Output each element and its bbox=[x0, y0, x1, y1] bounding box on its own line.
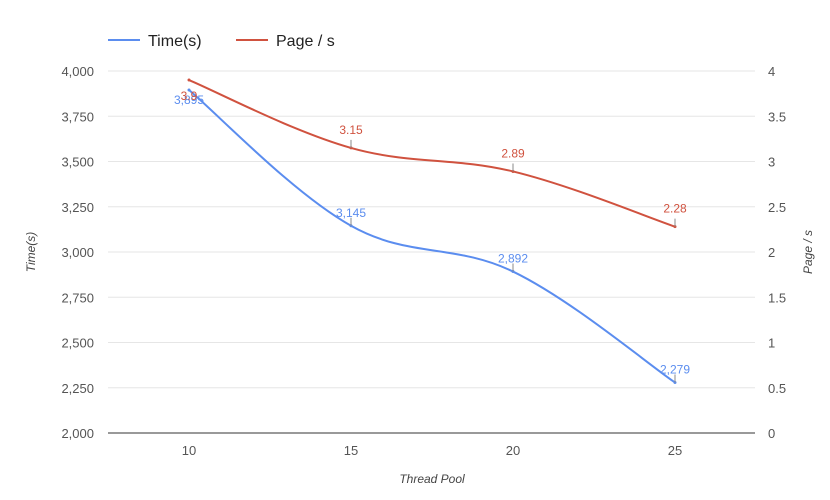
y-axis-right-title: Page / s bbox=[801, 230, 815, 274]
series-line-page-per-s bbox=[188, 79, 676, 228]
y-axis-right: 0 0.5 1 1.5 2 2.5 3 3.5 4 bbox=[768, 64, 786, 441]
y-left-tick-label: 2,250 bbox=[61, 381, 94, 396]
y-left-tick-label: 3,750 bbox=[61, 109, 94, 124]
y-right-tick-label: 1.5 bbox=[768, 290, 786, 305]
y-left-tick-label: 2,500 bbox=[61, 336, 94, 351]
data-label-page-per-s: 3.9 bbox=[181, 89, 198, 103]
data-label-time: 3,895 bbox=[174, 93, 204, 107]
y-left-tick-label: 2,000 bbox=[61, 426, 94, 441]
x-tick-label: 15 bbox=[344, 443, 358, 458]
y-right-tick-label: 2.5 bbox=[768, 200, 786, 215]
x-tick-label: 25 bbox=[668, 443, 682, 458]
data-label-time: 3,145 bbox=[336, 206, 366, 220]
x-axis-title: Thread Pool bbox=[399, 472, 465, 486]
y-right-tick-label: 0 bbox=[768, 426, 775, 441]
y-left-tick-label: 3,500 bbox=[61, 155, 94, 170]
data-labels: 3,895 3,145 2,892 2,279 3.9 3.15 2.89 2.28 bbox=[174, 89, 690, 383]
data-point-page-per-s bbox=[187, 78, 191, 82]
grid-lines bbox=[108, 70, 755, 389]
data-label-time: 2,279 bbox=[660, 363, 690, 377]
x-tick-label: 20 bbox=[506, 443, 520, 458]
legend-label-time: Time(s) bbox=[148, 33, 202, 50]
y-left-tick-label: 3,000 bbox=[61, 245, 94, 260]
data-label-time: 2,892 bbox=[498, 252, 528, 266]
y-right-tick-label: 3.5 bbox=[768, 109, 786, 124]
y-right-tick-label: 0.5 bbox=[768, 381, 786, 396]
data-label-page-per-s: 3.15 bbox=[339, 123, 363, 137]
y-axis-left: 2,000 2,250 2,500 2,750 3,000 3,250 3,500 3,750… bbox=[61, 64, 94, 441]
legend-label-page: Page / s bbox=[276, 33, 335, 50]
y-right-tick-label: 3 bbox=[768, 155, 775, 170]
y-left-tick-label: 2,750 bbox=[61, 290, 94, 305]
y-right-tick-label: 2 bbox=[768, 245, 775, 260]
y-right-tick-label: 1 bbox=[768, 336, 775, 351]
y-left-tick-label: 4,000 bbox=[61, 64, 94, 79]
y-right-tick-label: 4 bbox=[768, 64, 775, 79]
data-label-page-per-s: 2.28 bbox=[663, 202, 687, 216]
data-point-time bbox=[187, 88, 191, 92]
legend: Time(s) Page / s bbox=[108, 33, 335, 50]
x-tick-label: 10 bbox=[182, 443, 196, 458]
data-label-page-per-s: 2.89 bbox=[501, 146, 525, 160]
y-left-tick-label: 3,250 bbox=[61, 200, 94, 215]
x-axis: 10 15 20 25 bbox=[108, 432, 755, 458]
y-axis-left-title: Time(s) bbox=[24, 232, 38, 273]
series-lines bbox=[187, 78, 677, 385]
series-line-time bbox=[188, 89, 676, 384]
